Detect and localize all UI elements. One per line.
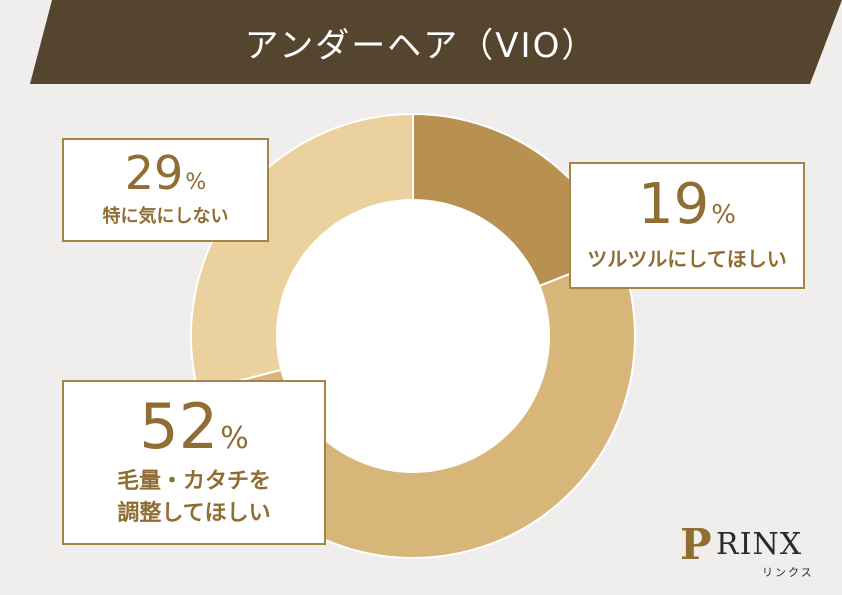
donut-hole bbox=[277, 200, 549, 472]
callout-29: 29 % 特に気にしない bbox=[62, 138, 269, 242]
callout-19: 19 % ツルツルにしてほしい bbox=[569, 162, 805, 289]
callout-label: ツルツルにしてほしい bbox=[587, 247, 787, 271]
callout-label-line-2: 調整してほしい bbox=[117, 500, 271, 526]
percent-number: 29 bbox=[124, 145, 184, 200]
percent-number: 52 bbox=[139, 389, 219, 463]
logo-subtext: リンクス bbox=[762, 566, 814, 579]
callout-label-line-1: 毛量・カタチを bbox=[116, 468, 271, 494]
rinx-logo: P RINX リンクス bbox=[676, 520, 816, 582]
logo-mark: P bbox=[680, 520, 712, 569]
percent-unit: % bbox=[185, 169, 207, 195]
banner-shape bbox=[30, 0, 842, 84]
callout-52: 52 % 毛量・カタチを 調整してほしい bbox=[62, 380, 326, 545]
percent-unit: % bbox=[220, 420, 249, 456]
percent-value: 29 % bbox=[125, 150, 206, 196]
percent-number: 19 bbox=[638, 172, 710, 237]
callout-label: 特に気にしない bbox=[102, 205, 229, 227]
percent-value: 19 % bbox=[638, 177, 736, 233]
percent-unit: % bbox=[711, 200, 736, 230]
page-title: アンダーヘア（VIO） bbox=[244, 25, 598, 66]
title-banner: アンダーヘア（VIO） bbox=[0, 0, 842, 84]
percent-value: 52 % bbox=[139, 389, 249, 463]
logo-wordmark: RINX bbox=[716, 527, 803, 562]
